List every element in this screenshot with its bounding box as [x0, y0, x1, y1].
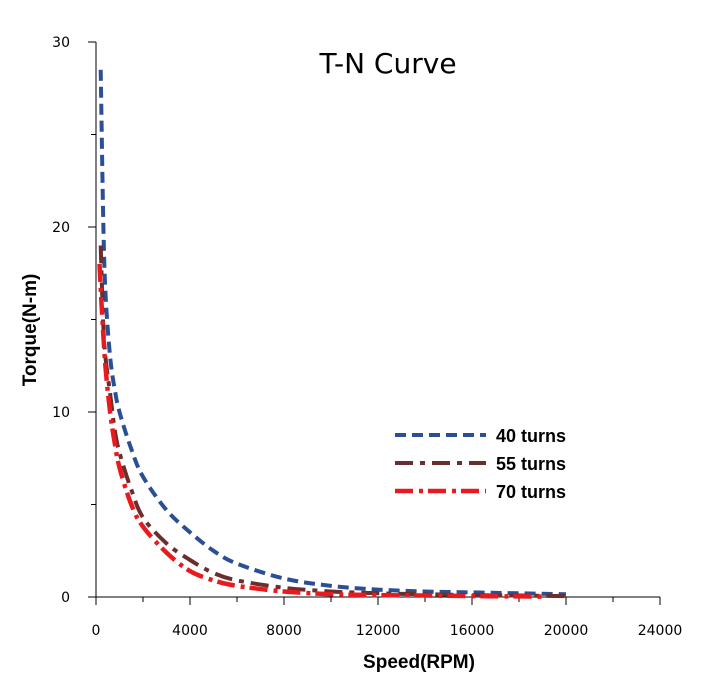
legend-label: 40 turns — [496, 426, 566, 446]
series-line-2 — [98, 245, 567, 599]
x-tick-label: 4000 — [172, 623, 208, 639]
y-tick-label: 20 — [52, 220, 70, 236]
x-tick-label: 8000 — [266, 623, 302, 639]
legend: 40 turns 55 turns 70 turns — [395, 426, 566, 502]
y-tick-label: 0 — [61, 590, 70, 606]
series-layer — [97, 69, 567, 599]
x-axis-title: Speed(RPM) — [363, 652, 475, 673]
series-line-1 — [98, 69, 567, 597]
x-tick-label: 0 — [92, 623, 101, 639]
y-tick-label: 30 — [52, 35, 70, 51]
legend-label: 55 turns — [496, 454, 566, 474]
series-line-3 — [97, 263, 543, 599]
legend-label: 70 turns — [496, 482, 566, 502]
x-tick-label: 20000 — [544, 623, 589, 639]
axis-ticks: 0 4000 8000 12000 16000 20000 24000 0 10 20 30 — [52, 35, 682, 639]
x-tick-label: 24000 — [638, 623, 683, 639]
y-axis-title: Torque(N-m) — [20, 274, 41, 387]
x-tick-label: 12000 — [356, 623, 401, 639]
chart-title: T-N Curve — [318, 47, 456, 80]
y-tick-label: 10 — [52, 405, 70, 421]
x-tick-label: 16000 — [450, 623, 495, 639]
